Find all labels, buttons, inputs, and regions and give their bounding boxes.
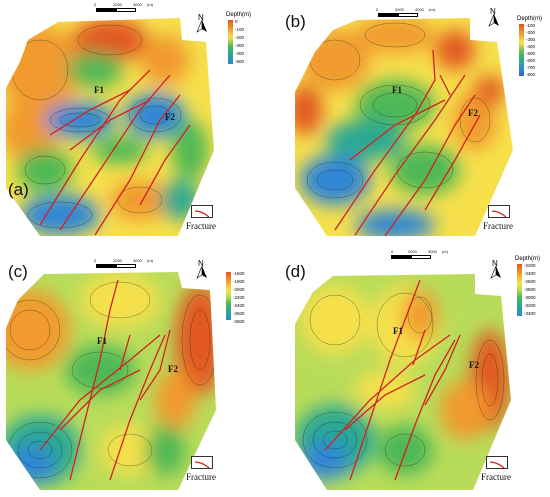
legend-tick: -2800 <box>524 287 536 292</box>
panel-label: (c) <box>8 262 28 281</box>
legend-tick: -1600 <box>233 271 245 276</box>
legend-tick: -3000 <box>524 295 536 300</box>
scale-unit: (m) <box>147 2 153 7</box>
fracture-legend-label: Fracture <box>481 472 511 482</box>
scale-tick: 2000 <box>395 7 404 12</box>
legend-tick: -2600 <box>524 279 536 284</box>
scale-bar <box>391 255 431 260</box>
fault-label-f2: F2 <box>165 112 175 122</box>
depth-map-b <box>295 18 513 237</box>
north-arrow-icon: N <box>490 259 502 279</box>
scale-bar <box>96 264 136 269</box>
scale-unit: (m) <box>147 258 153 263</box>
fracture-legend-label: Fracture <box>186 221 216 231</box>
scale-tick: 4000 <box>133 258 142 263</box>
scale-unit: (m) <box>442 249 448 254</box>
legend-tick: -2000 <box>233 287 245 292</box>
legend-tick: -800 <box>526 72 536 77</box>
depth-map-a <box>6 18 214 236</box>
scale-tick: 2000 <box>408 249 417 254</box>
depth-map-d <box>295 274 511 490</box>
panel-c: (c) 0 2000 4000 (m) N -1600 -1800 -2000 … <box>0 250 275 497</box>
panel-b: (b) 0 2000 4000 (m) N Depth(m) -100 -200… <box>275 0 550 240</box>
legend-tick: -2400 <box>233 303 245 308</box>
scale-tick: 0 <box>376 7 379 12</box>
legend-tick: -2200 <box>233 295 245 300</box>
legend-tick: -2800 <box>233 319 245 324</box>
scale-tick: 2000 <box>113 2 122 7</box>
legend-tick: -700 <box>526 65 536 70</box>
scale-bar <box>96 8 136 13</box>
panel-label: (a) <box>8 180 29 199</box>
legend-tick: -200 <box>235 35 245 40</box>
scale-tick: 0 <box>94 2 97 7</box>
fault-label-f2: F2 <box>168 364 178 374</box>
fault-label-f1: F1 <box>94 85 104 95</box>
legend-title: Depth(m) <box>515 256 541 262</box>
legend-tick: -200 <box>526 30 536 35</box>
panel-a: (a) 0 2000 4000 (m) N Depth(m) 0 -100 -2… <box>0 0 275 240</box>
fracture-icon <box>486 456 508 469</box>
scale-tick: 4000 <box>133 2 142 7</box>
depth-map-c <box>6 272 216 490</box>
north-arrow-icon: N <box>196 259 208 279</box>
fault-label-f1: F1 <box>393 326 403 336</box>
legend-tick: -400 <box>235 51 245 56</box>
legend-tick: -2600 <box>233 311 245 316</box>
fault-lines-a <box>39 69 191 236</box>
legend-tick: -300 <box>526 37 536 42</box>
legend-tick: -300 <box>235 43 245 48</box>
fracture-legend-label: Fracture <box>186 472 216 482</box>
panel-label: (b) <box>285 12 306 31</box>
legend-tick: -2400 <box>524 271 536 276</box>
fault-label-f2: F2 <box>469 360 479 370</box>
fault-lines-d <box>324 279 461 481</box>
legend-tick: -500 <box>526 51 536 56</box>
panel-d: (d) 0 2000 4000 (m) N Depth(m) -2200 -24… <box>275 249 550 497</box>
scale-tick: 4000 <box>415 7 424 12</box>
legend-tick: -600 <box>526 58 536 63</box>
fault-lines-b <box>334 49 481 237</box>
fault-label-f1: F1 <box>392 85 402 95</box>
legend-tick: -100 <box>526 23 536 28</box>
legend-tick: -1800 <box>233 279 245 284</box>
scale-tick: 0 <box>391 249 394 254</box>
scale-bar <box>378 13 418 18</box>
north-arrow-icon: N <box>488 7 500 27</box>
scale-tick: 2000 <box>113 258 122 263</box>
legend-tick: -500 <box>235 59 245 64</box>
panel-label: (d) <box>285 262 306 281</box>
fault-label-f1: F1 <box>97 336 107 346</box>
legend-tick: -2200 <box>524 263 536 268</box>
fracture-icon <box>191 456 213 469</box>
legend-tick: 0 <box>235 19 238 24</box>
legend-tick: -100 <box>235 27 245 32</box>
legend-tick: -3400 <box>524 311 536 316</box>
fracture-icon <box>191 205 213 218</box>
scale-unit: (m) <box>429 7 435 12</box>
scale-tick: 0 <box>94 258 97 263</box>
fracture-legend-label: Fracture <box>483 221 513 231</box>
fault-lines-c <box>39 279 171 481</box>
legend-title: Depth(m) <box>226 12 252 18</box>
legend-tick: -400 <box>526 44 536 49</box>
north-arrow-icon: N <box>196 13 208 33</box>
fracture-icon <box>488 205 510 218</box>
fault-label-f2: F2 <box>468 108 478 118</box>
legend-tick: -3200 <box>524 303 536 308</box>
legend-title: Depth(m) <box>517 16 543 22</box>
scale-tick: 4000 <box>428 249 437 254</box>
